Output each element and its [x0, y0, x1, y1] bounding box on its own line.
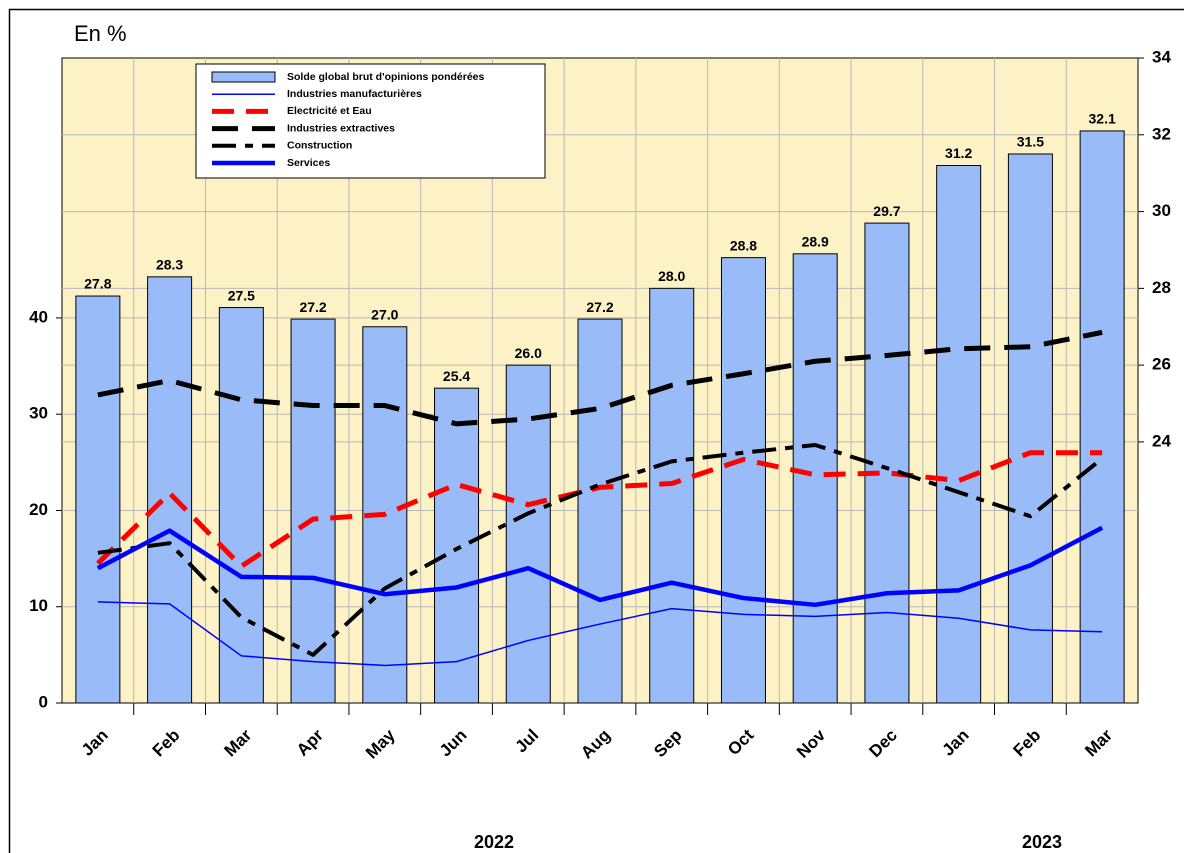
bar: [577, 318, 623, 704]
value-label: 27.2: [299, 299, 326, 315]
y2-tick-label: 34: [1152, 47, 1171, 66]
value-label: 27.0: [371, 306, 398, 322]
value-label: 26.0: [515, 345, 542, 361]
value-label: 29.7: [873, 203, 900, 219]
bar: [290, 318, 336, 704]
value-label: 25.4: [443, 368, 470, 384]
legend-label: Industries manufacturières: [287, 88, 422, 100]
value-label: 28.8: [730, 237, 757, 253]
legend-label: Solde global brut d'opinions pondérées: [287, 71, 484, 83]
line: [97, 329, 1103, 427]
y2-tick-label: 26: [1152, 355, 1171, 374]
line: [97, 601, 1103, 667]
year-label: 2023: [1022, 832, 1062, 852]
y-tick-label: 30: [29, 404, 48, 423]
year-label: 2022: [474, 832, 514, 852]
y-tick-label: 0: [39, 692, 48, 711]
value-label: 28.3: [156, 257, 183, 273]
line: [96, 525, 1104, 608]
value-label: 27.2: [586, 299, 613, 315]
legend-swatch: [211, 71, 276, 83]
bar: [218, 307, 264, 704]
legend-label: Industries extractives: [287, 122, 395, 134]
bar: [75, 295, 121, 704]
bar: [792, 253, 838, 704]
value-label: 27.8: [84, 276, 111, 292]
bar: [147, 276, 193, 704]
value-label: 28.9: [802, 234, 829, 250]
legend-label: Services: [287, 157, 330, 169]
y2-tick-label: 28: [1152, 278, 1171, 297]
y-tick-label: 10: [29, 596, 48, 615]
y-tick-label: 40: [29, 307, 48, 326]
value-label: 31.5: [1017, 134, 1044, 150]
y2-tick-label: 24: [1152, 431, 1171, 450]
line: [97, 443, 1104, 657]
y-tick-label: 20: [29, 500, 48, 519]
value-label: 27.5: [228, 287, 255, 303]
legend-label: Construction: [287, 140, 352, 152]
value-label: 31.2: [945, 145, 972, 161]
bar: [1007, 153, 1053, 704]
value-label: 28.0: [658, 268, 685, 284]
value-label: 32.1: [1089, 111, 1116, 127]
bar: [1079, 130, 1125, 704]
bar: [720, 257, 766, 704]
legend-box: [195, 63, 546, 179]
y2-tick-label: 30: [1152, 201, 1171, 220]
legend-label: Electricité et Eau: [287, 105, 372, 117]
bar: [936, 165, 982, 704]
unit-label: En %: [74, 21, 127, 46]
y2-tick-label: 32: [1152, 124, 1171, 143]
line: [96, 450, 1103, 569]
bar: [649, 287, 695, 704]
bar: [434, 387, 480, 704]
